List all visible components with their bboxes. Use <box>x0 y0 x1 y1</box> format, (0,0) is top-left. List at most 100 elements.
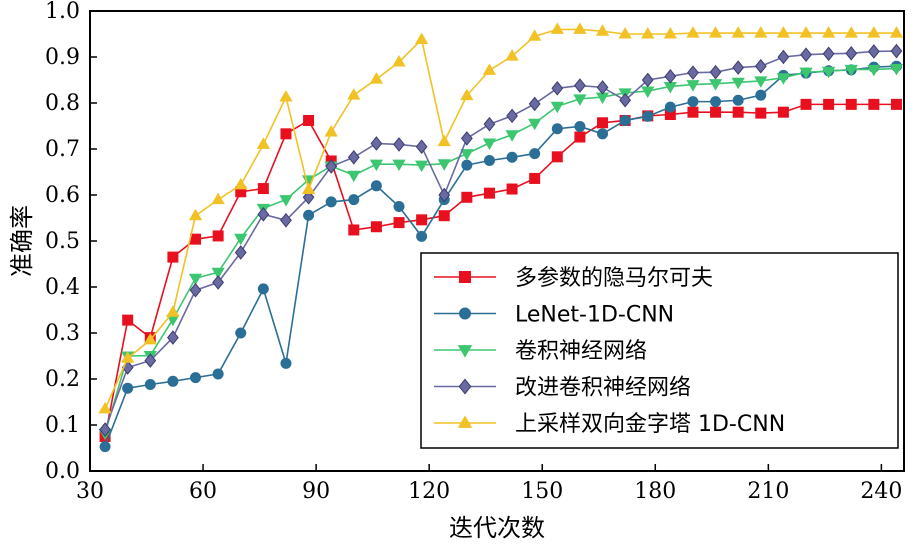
y-tick-label: 0.0 <box>45 459 80 484</box>
data-point <box>574 78 586 93</box>
data-point <box>279 90 293 102</box>
data-point <box>234 233 248 246</box>
legend-label: LeNet-1D-CNN <box>515 303 674 328</box>
data-point <box>506 151 518 163</box>
data-point <box>370 180 382 192</box>
data-point <box>301 182 316 194</box>
data-point <box>461 191 473 203</box>
data-point <box>393 217 405 229</box>
data-point <box>348 224 360 236</box>
data-point <box>369 159 384 172</box>
data-point <box>754 26 768 38</box>
data-point <box>664 101 676 113</box>
data-point <box>710 106 722 118</box>
series-4 <box>99 43 903 437</box>
data-point <box>280 357 292 369</box>
data-point <box>234 245 247 260</box>
data-point <box>708 26 723 38</box>
data-point <box>370 136 383 151</box>
data-point <box>234 177 248 190</box>
data-point <box>573 22 587 34</box>
data-point <box>99 422 111 437</box>
legend: 多参数的隐马尔可夫 LeNet-1D-CNN 卷积神经网络改进卷积神经网络上采样双向… <box>420 252 899 449</box>
data-point <box>710 96 722 108</box>
data-point <box>867 26 881 38</box>
data-point <box>597 117 609 129</box>
data-point <box>731 77 745 90</box>
x-tick-label: 210 <box>747 479 789 504</box>
data-point <box>687 106 699 118</box>
data-point <box>347 170 361 183</box>
data-point <box>550 101 564 114</box>
data-point <box>166 305 180 317</box>
data-point <box>708 79 723 91</box>
data-point <box>595 24 610 36</box>
data-point <box>823 98 835 110</box>
data-point <box>482 63 497 75</box>
data-point <box>687 65 699 80</box>
data-point <box>167 330 179 345</box>
data-point <box>416 214 428 226</box>
data-point <box>235 327 247 339</box>
data-point <box>755 107 767 119</box>
data-point <box>799 26 813 38</box>
data-point <box>528 96 541 112</box>
legend-label: 上采样双向金字塔 1D-CNN <box>515 412 785 437</box>
data-point <box>687 96 699 108</box>
data-point <box>506 183 518 195</box>
legend-marker <box>458 378 472 395</box>
data-point <box>618 26 632 39</box>
data-point <box>393 137 405 152</box>
data-point <box>777 49 790 65</box>
x-tick-label: 60 <box>189 479 217 504</box>
data-point <box>257 207 270 222</box>
data-point <box>641 72 654 88</box>
data-point <box>732 60 745 75</box>
data-point <box>438 187 451 203</box>
data-point <box>505 130 519 142</box>
series-group <box>98 22 904 453</box>
data-point <box>325 196 337 208</box>
data-point <box>212 275 225 290</box>
data-point <box>574 120 586 132</box>
data-point <box>528 29 542 41</box>
data-point <box>868 98 880 110</box>
legend-item: 上采样双向金字塔 1D-CNN <box>434 412 785 437</box>
data-point <box>257 283 269 295</box>
data-point <box>867 64 881 77</box>
data-point <box>122 314 134 326</box>
data-point <box>143 332 157 345</box>
data-point <box>415 139 428 154</box>
data-point <box>437 134 451 147</box>
data-point <box>483 155 495 166</box>
data-point <box>211 267 225 280</box>
data-point <box>551 80 564 96</box>
legend-marker <box>457 415 473 428</box>
data-point <box>189 282 202 298</box>
x-tick-label: 240 <box>860 479 902 504</box>
data-point <box>188 273 203 286</box>
data-point <box>461 159 473 171</box>
data-point <box>551 123 563 135</box>
data-point <box>731 26 745 38</box>
series-5 <box>98 22 904 414</box>
data-point <box>482 138 497 151</box>
data-point <box>348 194 360 206</box>
data-point <box>460 88 474 101</box>
x-tick-label: 150 <box>521 479 563 504</box>
x-axis-title: 迭代次数 <box>449 514 545 542</box>
data-point <box>596 80 609 95</box>
legend-marker <box>459 307 471 320</box>
data-point <box>845 98 857 110</box>
y-tick-label: 0.2 <box>45 367 80 392</box>
legend-item: 改进卷积神经网络 <box>434 376 691 401</box>
data-point <box>686 80 700 92</box>
data-point <box>754 58 767 74</box>
y-tick-label: 1.0 <box>45 0 80 24</box>
data-point <box>551 151 563 163</box>
legend-item: 卷积神经网络 <box>434 339 647 364</box>
data-point <box>663 26 677 39</box>
data-point <box>776 73 791 85</box>
data-point <box>799 67 813 80</box>
